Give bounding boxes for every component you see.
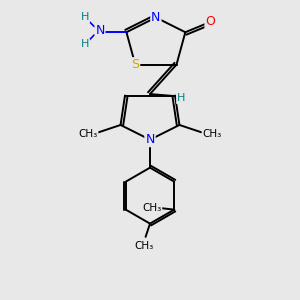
Text: CH₃: CH₃ <box>79 129 98 139</box>
Text: CH₃: CH₃ <box>142 203 162 213</box>
Text: O: O <box>206 15 215 28</box>
Text: H: H <box>81 39 89 49</box>
Text: N: N <box>145 133 155 146</box>
Text: CH₃: CH₃ <box>134 241 154 251</box>
Text: S: S <box>131 58 139 71</box>
Text: CH₃: CH₃ <box>202 129 221 139</box>
Text: H: H <box>177 94 185 103</box>
Text: N: N <box>95 24 105 37</box>
Text: H: H <box>81 13 89 22</box>
Text: N: N <box>151 11 160 24</box>
